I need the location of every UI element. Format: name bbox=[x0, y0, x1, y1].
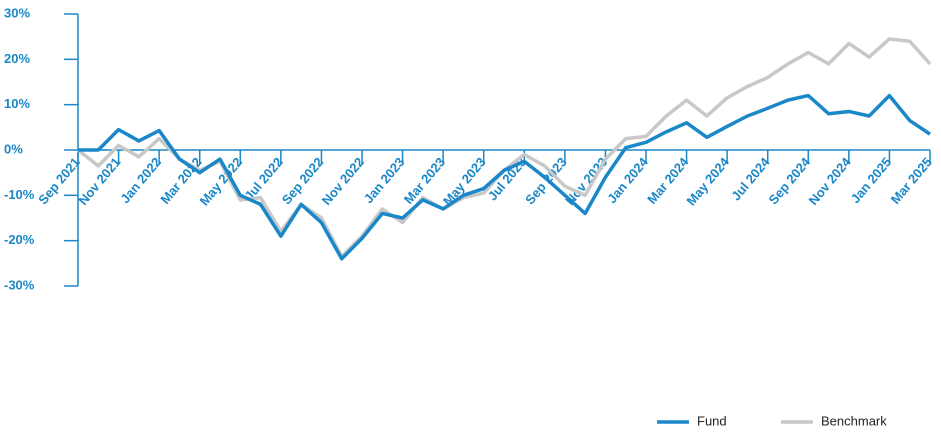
legend-label: Fund bbox=[697, 413, 727, 428]
legend-label: Benchmark bbox=[821, 413, 887, 428]
y-tick-label: 0% bbox=[4, 141, 23, 156]
x-tick-label: Nov 2022 bbox=[319, 154, 367, 207]
y-tick-label: -10% bbox=[4, 187, 35, 202]
series-line bbox=[78, 93, 931, 261]
y-tick-label: -30% bbox=[4, 277, 35, 292]
x-tick-label: Jan 2025 bbox=[848, 154, 895, 206]
y-tick-label: 20% bbox=[4, 51, 30, 66]
x-tick-label: Jan 2022 bbox=[117, 154, 164, 206]
x-tick-label: Nov 2024 bbox=[806, 154, 855, 208]
x-tick-label: Mar 2025 bbox=[888, 154, 935, 206]
x-tick-label: May 2024 bbox=[683, 154, 732, 209]
x-tick-label: May 2023 bbox=[440, 154, 489, 208]
y-tick-label: 30% bbox=[4, 5, 30, 20]
x-tick-label: Jan 2023 bbox=[361, 154, 408, 206]
y-tick-label: 10% bbox=[4, 96, 30, 111]
series-line bbox=[76, 37, 932, 259]
y-tick-label: -20% bbox=[4, 232, 35, 247]
